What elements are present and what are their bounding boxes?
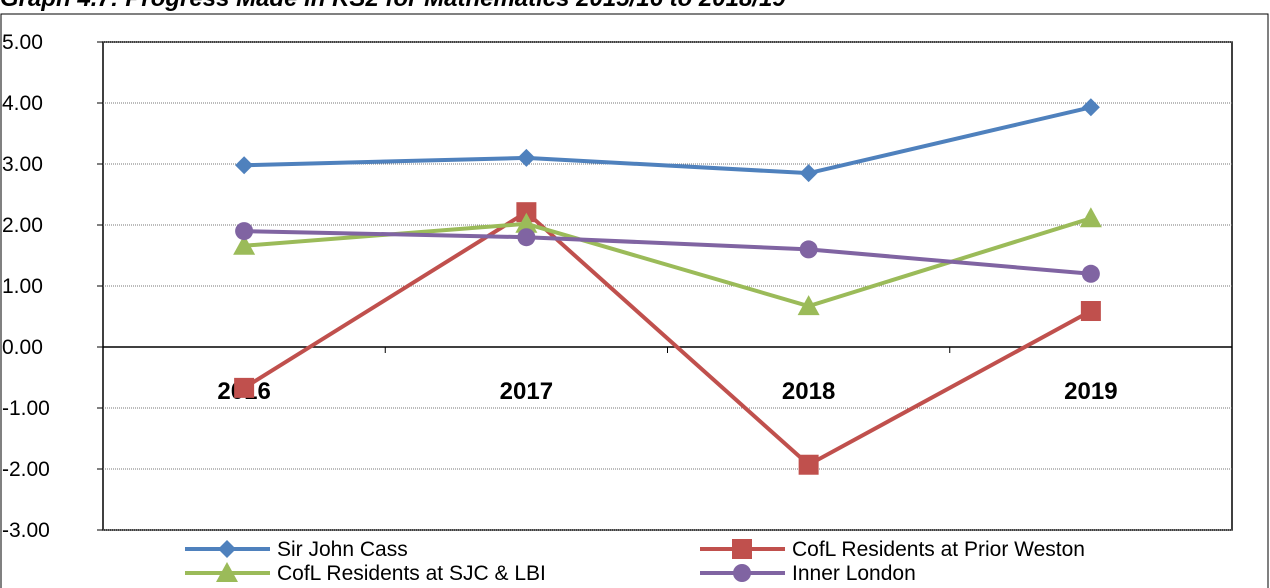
marker	[516, 202, 537, 223]
marker	[235, 222, 254, 241]
marker	[233, 234, 256, 255]
chart-border	[0, 13, 1269, 588]
legend-label: CofL Residents at Prior Weston	[792, 538, 1085, 561]
marker	[517, 228, 536, 247]
marker	[234, 377, 255, 398]
y-tick-label: -2.00	[2, 458, 50, 481]
chart-title: Graph 4.7: Progress Made in KS2 for Math…	[0, 0, 786, 12]
x-tick-label: 2019	[1064, 378, 1117, 405]
y-tick-label: -1.00	[2, 397, 50, 420]
legend-label: Sir John Cass	[277, 538, 408, 561]
y-tick-label: 5.00	[2, 31, 43, 54]
series-line	[243, 209, 1092, 468]
legend-label: Inner London	[792, 562, 916, 585]
y-tick-label: 0.00	[2, 336, 43, 359]
marker	[1081, 264, 1100, 283]
marker	[517, 148, 536, 167]
marker	[216, 562, 238, 582]
x-tick-label: 2018	[782, 378, 835, 405]
marker	[1079, 207, 1102, 228]
marker	[1081, 98, 1100, 117]
marker	[799, 240, 818, 259]
marker	[1080, 301, 1101, 322]
y-tick-label: 1.00	[2, 275, 43, 298]
y-tick-label: 2.00	[2, 214, 43, 237]
marker	[733, 564, 751, 582]
legend-label: CofL Residents at SJC & LBI	[277, 562, 546, 585]
marker	[797, 295, 820, 316]
y-tick-label: 3.00	[2, 153, 43, 176]
y-tick-label: 4.00	[2, 92, 43, 115]
marker	[515, 212, 538, 233]
marker	[235, 156, 254, 175]
series-line	[244, 229, 1092, 276]
series-line	[244, 105, 1092, 176]
marker	[799, 164, 818, 183]
marker	[218, 540, 236, 558]
y-tick-label: -3.00	[2, 519, 50, 542]
marker	[732, 539, 752, 559]
x-tick-label: 2017	[500, 378, 553, 405]
marker	[798, 454, 819, 475]
